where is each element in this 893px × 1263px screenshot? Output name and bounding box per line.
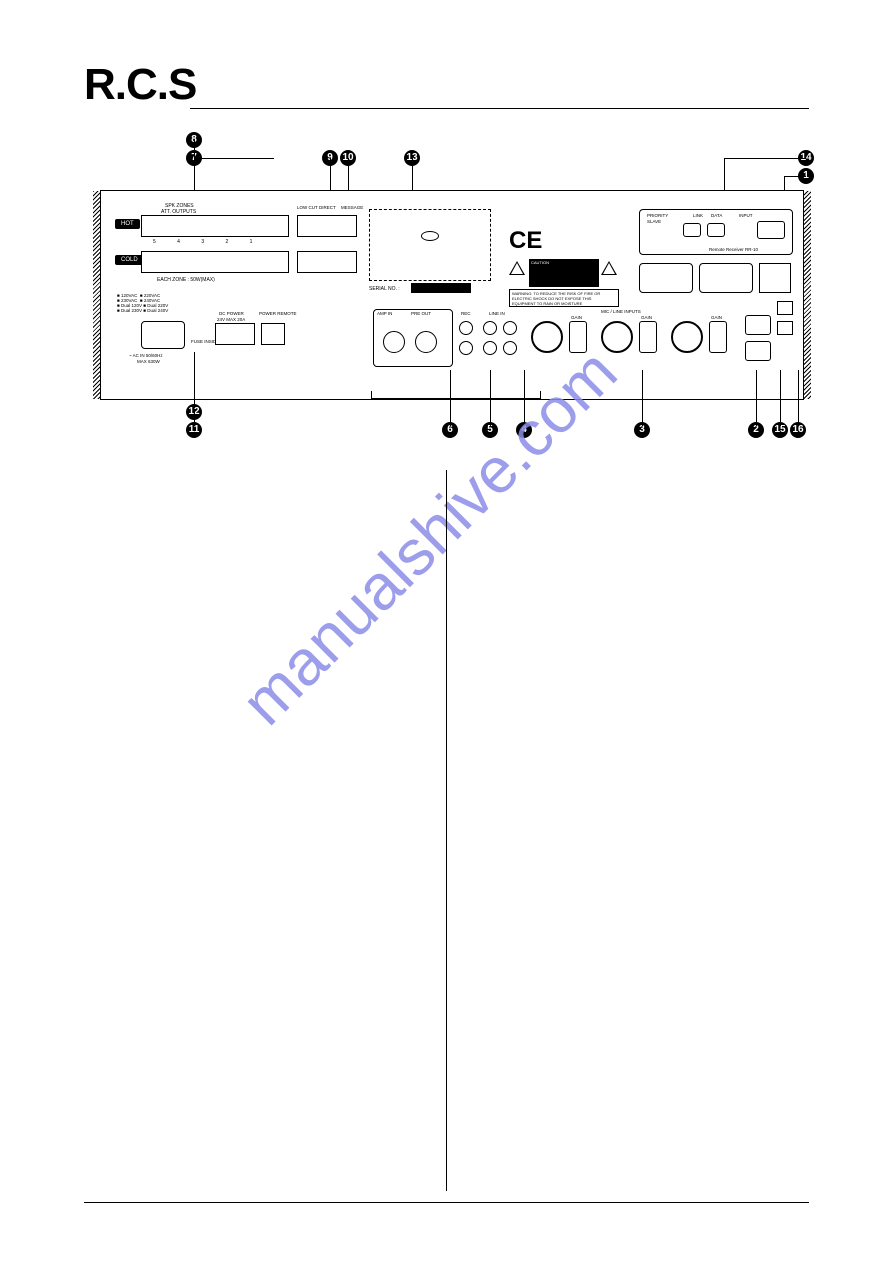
label-ac-max: MAX 630W	[137, 359, 160, 364]
label-dc-spec: 24V MAX 20A	[217, 317, 245, 322]
aux-port-block-2	[699, 263, 753, 293]
label-gain-1: GAIN	[711, 315, 722, 320]
callout-line	[490, 370, 491, 426]
label-power-remote: POWER REMOTE	[259, 311, 297, 316]
warning-triangle-left	[509, 261, 525, 275]
tag-hot: HOT	[115, 219, 140, 229]
jack-rec-r	[459, 341, 473, 355]
jack-line-4r	[503, 341, 517, 355]
voltage-options: ■ 120VAC ■ 220VAC■ 230VAC ■ 240VAC■ Dual…	[117, 293, 168, 313]
label-input: INPUT	[739, 213, 753, 218]
label-pre-out: PRE OUT	[411, 311, 431, 316]
option-module-slot	[369, 209, 491, 281]
label-lowcut: LOW CUT	[297, 205, 318, 210]
small-terminal-bottom	[777, 321, 793, 335]
jack-pre-out	[415, 331, 437, 353]
dc-power-terminal	[215, 323, 255, 345]
callout-line	[784, 176, 806, 177]
callout-line	[524, 370, 525, 426]
brand-logo: R.C.S	[84, 60, 196, 110]
aux-terminal-block	[759, 263, 791, 293]
gain-phantom-3	[569, 321, 587, 353]
callout-line	[450, 370, 451, 426]
port-input	[757, 221, 785, 239]
footer-rule	[84, 1202, 809, 1203]
jack-line-5r	[483, 341, 497, 355]
combo-jack-3	[531, 321, 563, 353]
callout-line	[194, 140, 195, 195]
label-message: MESSAGE	[341, 205, 363, 210]
jack-amp-in	[383, 331, 405, 353]
ac-inlet	[141, 321, 185, 349]
chassis-edge-right	[803, 191, 811, 399]
jack-line-5l	[483, 321, 497, 335]
label-gain-2: GAIN	[641, 315, 652, 320]
caution-title: CAUTION	[531, 260, 549, 265]
column-separator	[446, 470, 447, 1191]
label-rec: REC	[461, 311, 471, 316]
label-gain-3: GAIN	[571, 315, 582, 320]
label-ac-in: ~ AC IN 50/60Hz	[129, 353, 163, 358]
jack-rec-l	[459, 321, 473, 335]
chassis-edge-left	[93, 191, 101, 399]
label-link: LINK	[693, 213, 703, 218]
aux-port-block-1	[639, 263, 693, 293]
rear-panel-diagram: 8 7 9 10 13 14 1 SPK ZONES ATT. OUTPUTS …	[84, 140, 809, 450]
device-chassis: SPK ZONES ATT. OUTPUTS HOT COLD 5 4 3 2 …	[100, 190, 804, 400]
warning-text: WARNING: TO REDUCE THE RISK OF FIRE OR E…	[509, 289, 619, 307]
caution-plate: CAUTION	[529, 259, 599, 287]
callout-line	[724, 158, 806, 159]
jack-line-4l	[503, 321, 517, 335]
chassis-lip	[371, 391, 541, 399]
label-dc-power: DC POWER	[219, 311, 244, 316]
label-direct: DIRECT	[319, 205, 336, 210]
label-line-in: LINE IN	[489, 311, 505, 316]
combo-jack-1	[671, 321, 703, 353]
port-link	[683, 223, 701, 237]
switch-block-2	[297, 251, 357, 273]
ce-mark: CE	[509, 227, 542, 255]
callout-line	[798, 370, 799, 426]
rj-port-bottom	[745, 341, 771, 361]
terminal-block-cold	[141, 251, 289, 273]
label-serial: SERIAL NO. :	[369, 286, 400, 292]
callout-line	[194, 158, 274, 159]
label-priority: PRIORITY	[647, 213, 668, 218]
callout-line	[194, 412, 195, 426]
callout-line	[780, 370, 781, 426]
gain-phantom-2	[639, 321, 657, 353]
power-remote-terminal	[261, 323, 285, 345]
brand-logo-text: R.C.S	[84, 60, 196, 109]
terminal-block-hot	[141, 215, 289, 237]
label-mic-line: MIC / LINE INPUTS	[601, 309, 641, 314]
label-each-zone: EACH ZONE : 50W(MAX)	[157, 277, 215, 283]
label-amp-in: AMP IN	[377, 311, 392, 316]
tag-cold: COLD	[115, 255, 144, 265]
rj-port-top	[745, 315, 771, 335]
callout-line	[756, 370, 757, 426]
serial-plate	[411, 283, 471, 293]
label-slave: SLAVE	[647, 219, 661, 224]
warning-triangle-right	[601, 261, 617, 275]
small-terminal-top	[777, 301, 793, 315]
combo-jack-2	[601, 321, 633, 353]
slot-detail-oval	[421, 231, 439, 241]
switch-block-1	[297, 215, 357, 237]
header-rule	[190, 108, 809, 109]
callout-line	[642, 370, 643, 426]
callout-line	[194, 352, 195, 408]
gain-phantom-1	[709, 321, 727, 353]
port-data	[707, 223, 725, 237]
zone-numbers: 5 4 3 2 1	[153, 239, 262, 245]
label-remote-receiver: Remote Receiver RR-10	[709, 247, 758, 252]
label-data: DATA	[711, 213, 722, 218]
